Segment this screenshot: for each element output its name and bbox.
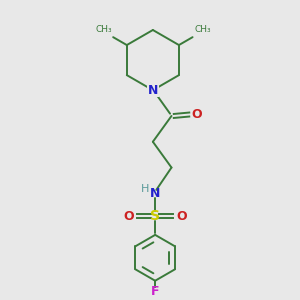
Text: S: S (150, 209, 160, 223)
Text: N: N (148, 84, 158, 97)
Text: CH₃: CH₃ (194, 25, 211, 34)
Text: H: H (141, 184, 149, 194)
Text: F: F (151, 285, 159, 298)
Text: O: O (192, 108, 202, 121)
Text: N: N (150, 187, 160, 200)
Text: CH₃: CH₃ (95, 25, 112, 34)
Text: O: O (123, 210, 134, 223)
Text: O: O (176, 210, 187, 223)
